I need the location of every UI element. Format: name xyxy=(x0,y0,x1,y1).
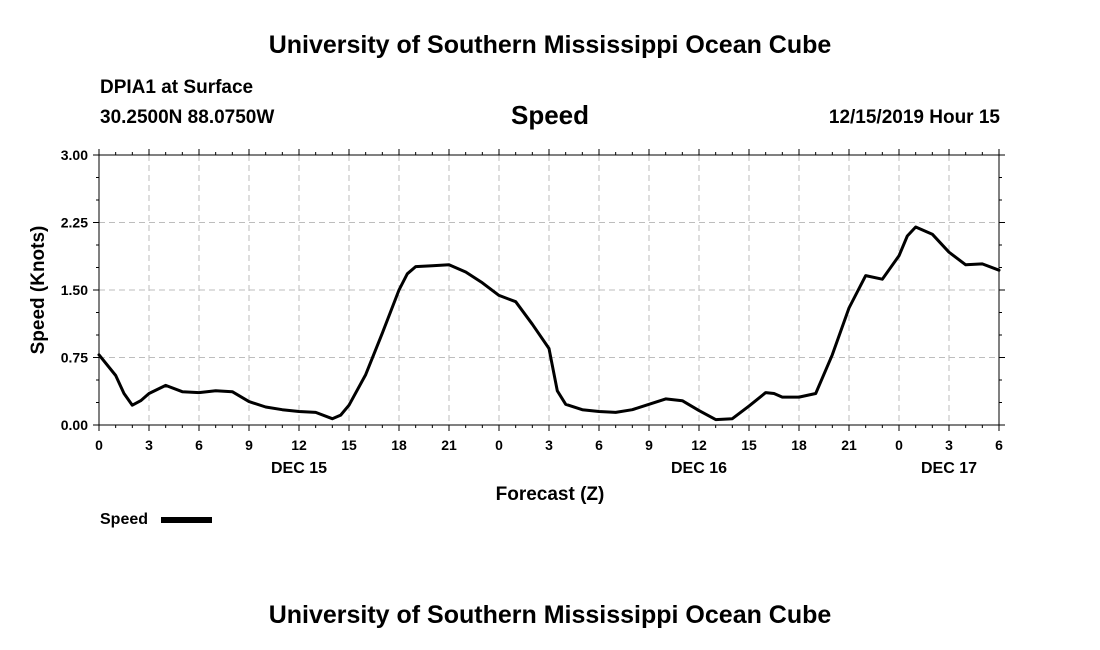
axis-labels: Speed (Knots) Forecast (Z) xyxy=(28,226,604,505)
x-tick-label: 3 xyxy=(945,437,953,453)
top-title: University of Southern Mississippi Ocean… xyxy=(268,31,832,59)
x-tick-label: 6 xyxy=(995,437,1003,453)
x-axis-label: Forecast (Z) xyxy=(496,484,605,505)
legend: Speed xyxy=(100,511,212,528)
y-tick-label: 3.00 xyxy=(61,147,88,163)
station-label: DPIA1 at Surface xyxy=(100,77,254,98)
x-tick-label: 3 xyxy=(545,437,553,453)
x-tick-label: 9 xyxy=(245,437,253,453)
x-tick-label: 15 xyxy=(341,437,357,453)
y-axis-label: Speed (Knots) xyxy=(28,226,49,355)
chart-title: Speed xyxy=(510,100,590,130)
plot-frame xyxy=(98,154,1000,426)
day-label: DEC 15 xyxy=(271,460,327,477)
x-tick-label: 6 xyxy=(595,437,603,453)
coordinates-label: 30.2500N 88.0750W xyxy=(100,107,275,128)
grid xyxy=(99,155,999,425)
forecast-datetime: 12/15/2019 Hour 15 xyxy=(828,107,1000,128)
x-tick-label: 12 xyxy=(691,437,707,453)
y-tick-label: 2.25 xyxy=(61,215,88,231)
y-tick-label: 0.75 xyxy=(61,350,88,366)
x-tick-label: 18 xyxy=(791,437,807,453)
x-tick-label: 0 xyxy=(895,437,903,453)
day-label: DEC 17 xyxy=(921,460,977,477)
axes: 0.00 0.75 1.50 2.25 3.00 0 3 6 9 12 15 18 21 0 3 6 9 12 15… xyxy=(61,147,1005,477)
x-tick-label: 9 xyxy=(645,437,653,453)
y-tick-label: 0.00 xyxy=(61,417,88,433)
x-tick-label: 6 xyxy=(195,437,203,453)
day-label: DEC 16 xyxy=(671,460,727,477)
series xyxy=(97,225,1001,422)
x-tick-label: 0 xyxy=(95,437,103,453)
x-tick-label: 21 xyxy=(441,437,457,453)
x-tick-label: 21 xyxy=(841,437,857,453)
bottom-title: University of Southern Mississippi Ocean… xyxy=(268,601,832,629)
speed-series-line xyxy=(97,225,1001,422)
x-tick-label: 12 xyxy=(291,437,307,453)
legend-label: Speed xyxy=(100,511,148,528)
x-tick-label: 15 xyxy=(741,437,757,453)
x-tick-label: 18 xyxy=(391,437,407,453)
x-tick-label: 0 xyxy=(495,437,503,453)
x-tick-label: 3 xyxy=(145,437,153,453)
y-tick-label: 1.50 xyxy=(61,282,88,298)
